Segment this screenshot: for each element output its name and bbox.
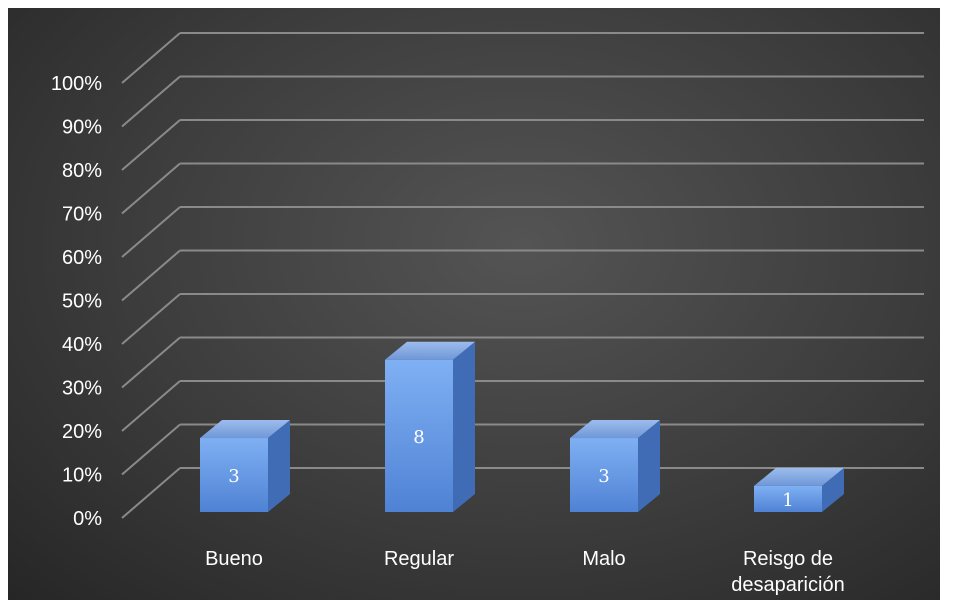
gridline-diagonal [121, 32, 181, 84]
bar [385, 359, 453, 512]
gridline-diagonal [121, 467, 181, 519]
y-tick-label: 10% [62, 465, 102, 487]
category-label: desaparición [731, 574, 844, 596]
y-axis-ticks: 0% 10% 20% 30% 40% 50% 60% 70% 80% 90% 100% [51, 73, 102, 530]
bar-side [268, 420, 290, 512]
bar-top [570, 420, 660, 439]
gridline-diagonal [121, 249, 181, 302]
y-tick-label: 80% [62, 160, 102, 182]
data-label: 8 [413, 427, 424, 448]
bar-chart: 0% 10% 20% 30% 40% 50% 60% 70% 80% 90% 100% 3 8 3 1 B… [51, 32, 924, 596]
bar-side [822, 467, 844, 512]
data-label: 3 [228, 466, 239, 487]
gridline-diagonal [121, 423, 181, 476]
gridline-diagonal [121, 75, 181, 128]
gridline-diagonal [121, 119, 181, 171]
chart-area: 0% 10% 20% 30% 40% 50% 60% 70% 80% 90% 100% 3 8 3 1 B… [8, 8, 940, 600]
gridlines [121, 32, 924, 519]
y-tick-label: 20% [62, 421, 102, 443]
y-tick-label: 60% [62, 247, 102, 269]
gridline-diagonal [121, 380, 181, 432]
category-label: Regular [384, 548, 454, 570]
y-tick-label: 90% [62, 117, 102, 139]
y-tick-label: 40% [62, 334, 102, 356]
y-tick-label: 50% [62, 291, 102, 313]
bars [200, 341, 844, 512]
y-tick-label: 0% [73, 508, 102, 530]
bar [754, 485, 822, 512]
bar-side [453, 341, 475, 512]
data-labels: 3 8 3 1 [228, 427, 793, 511]
y-tick-label: 100% [51, 73, 102, 95]
y-tick-label: 30% [62, 378, 102, 400]
bar [200, 438, 268, 512]
gridline-diagonal [121, 206, 181, 258]
bar-top [385, 341, 475, 360]
gridline-diagonal [121, 293, 181, 345]
gridline-diagonal [121, 336, 181, 389]
bar-top [754, 467, 844, 486]
category-label: Malo [582, 548, 625, 570]
category-label: Reisgo de [743, 548, 833, 570]
category-label: Bueno [205, 548, 263, 570]
data-label: 3 [598, 466, 609, 487]
gridline-diagonal [121, 162, 181, 215]
bar [570, 438, 638, 512]
bar-side [638, 420, 660, 512]
data-label: 1 [782, 490, 793, 511]
bar-top [200, 420, 290, 439]
y-tick-label: 70% [62, 204, 102, 226]
x-axis-categories: Bueno Regular Malo Reisgo de desaparición [205, 548, 845, 596]
